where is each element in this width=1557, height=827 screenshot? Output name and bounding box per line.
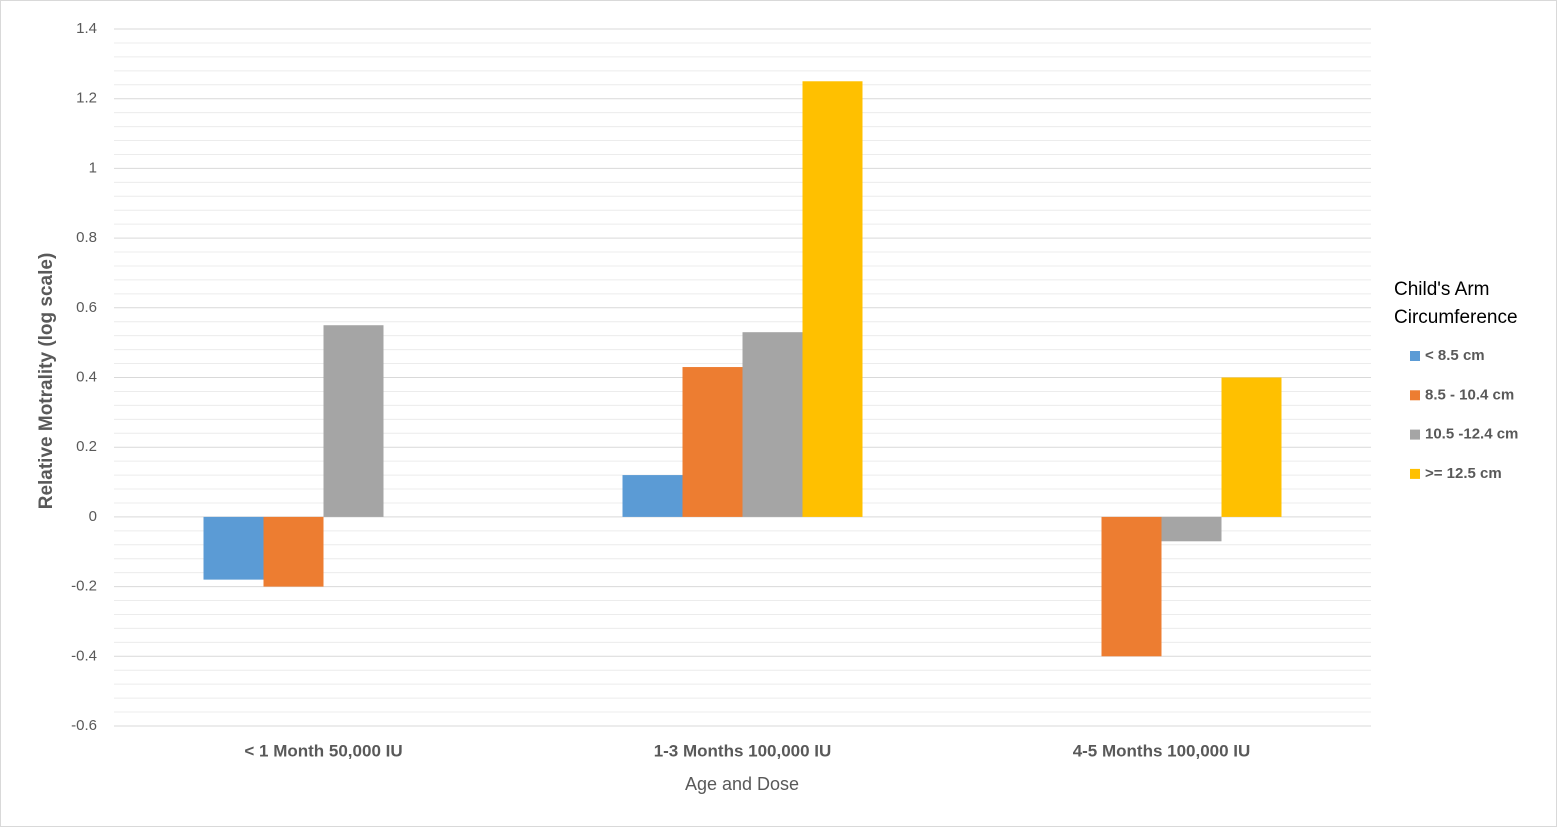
legend-label: 8.5 - 10.4 cm [1425,386,1514,403]
bar [802,81,863,517]
bar [263,516,324,587]
y-tick-label: 0.6 [76,299,97,316]
y-tick-label: 0.4 [76,368,97,385]
bar [203,516,264,580]
legend-title: Child's Arm Circumference [1394,279,1518,328]
x-axis-title: Age and Dose [685,774,799,794]
y-tick-label: 1 [89,159,97,176]
bar [1221,377,1282,517]
legend-swatch [1410,390,1420,401]
y-tick-label: -0.2 [71,578,97,595]
legend-swatch [1410,351,1420,361]
legend-label: >= 12.5 cm [1425,465,1502,482]
x-tick-label: 1-3 Months 100,000 IU [654,741,832,760]
legend-label: < 8.5 cm [1425,347,1485,364]
bar [323,325,384,517]
x-tick-label: 4-5 Months 100,000 IU [1073,741,1251,760]
bar [1101,516,1162,657]
y-tick-label: 0.2 [76,438,97,455]
x-tick-label: < 1 Month 50,000 IU [244,741,402,760]
y-tick-label: -0.4 [71,647,97,664]
bar [682,367,743,517]
bar [742,332,803,517]
y-tick-label: -0.6 [71,717,97,734]
bar [1161,516,1222,542]
y-tick-label: 0.8 [76,229,97,246]
legend-label: 10.5 -12.4 cm [1425,426,1518,443]
bar [622,475,683,517]
y-axis-title: Relative Motrality (log scale) [36,253,57,510]
legend-swatch [1410,468,1420,479]
legend-swatch [1410,429,1420,440]
y-tick-label: 1.2 [76,90,97,107]
y-tick-label: 0 [89,508,97,525]
y-tick-label: 1.4 [76,20,97,37]
